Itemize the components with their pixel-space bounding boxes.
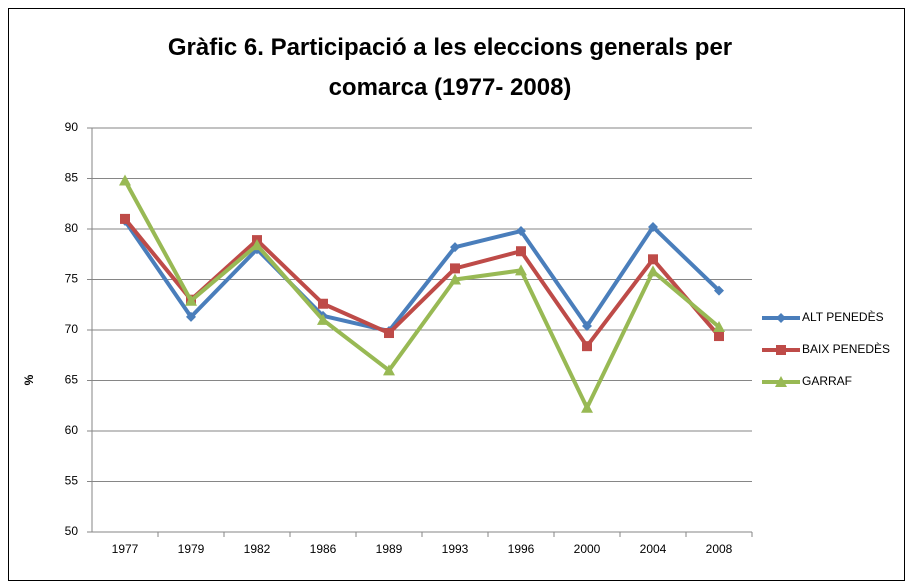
marker [714,285,724,296]
marker [251,239,263,251]
legend-label: BAIX PENEDÈS [802,341,890,356]
marker [516,226,526,237]
x-tick-label: 2004 [640,542,667,556]
marker [384,328,394,339]
marker [648,254,658,265]
marker [776,345,786,355]
marker [120,213,130,224]
marker [450,263,460,274]
series-line [123,219,721,334]
marker [317,313,329,325]
y-tick-label: 70 [65,322,79,336]
marker [516,246,526,257]
y-tick-label: 50 [65,524,79,538]
legend-label: ALT PENEDÈS [802,309,884,324]
x-tick-label: 1986 [310,542,337,556]
marker [515,264,527,276]
y-tick-label: 55 [65,474,79,488]
legend-label: GARRAF [802,374,852,388]
x-tick-label: 1977 [112,542,139,556]
y-tick-label: 65 [65,373,79,387]
series-line [123,217,721,349]
x-tick-label: 2000 [574,542,601,556]
marker [648,221,658,232]
chart-title: Gràfic 6. Participació a les eleccions g… [167,34,733,101]
y-tick-label: 85 [65,171,79,185]
marker [449,273,461,285]
chart-border [8,8,905,581]
x-tick-label: 1996 [508,542,535,556]
marker [776,313,786,323]
marker [582,341,592,352]
marker [581,401,593,413]
marker [582,320,592,331]
marker [775,376,787,387]
series-line [123,179,721,410]
marker [714,331,724,342]
x-tick-label: 1979 [178,542,205,556]
marker [450,242,460,253]
marker [383,364,395,376]
marker [185,294,197,306]
x-tick-label: 1989 [376,542,403,556]
marker [186,311,196,322]
marker [647,265,659,277]
marker [318,298,328,309]
x-tick-label: 2008 [706,542,733,556]
y-tick-label: 80 [65,221,79,235]
x-tick-label: 1993 [442,542,469,556]
y-tick-label: 75 [65,272,79,286]
y-axis-label: % [22,374,36,385]
x-tick-label: 1982 [244,542,271,556]
marker [119,174,131,186]
y-tick-label: 60 [65,423,79,437]
marker [713,320,725,332]
y-tick-label: 90 [65,120,79,134]
